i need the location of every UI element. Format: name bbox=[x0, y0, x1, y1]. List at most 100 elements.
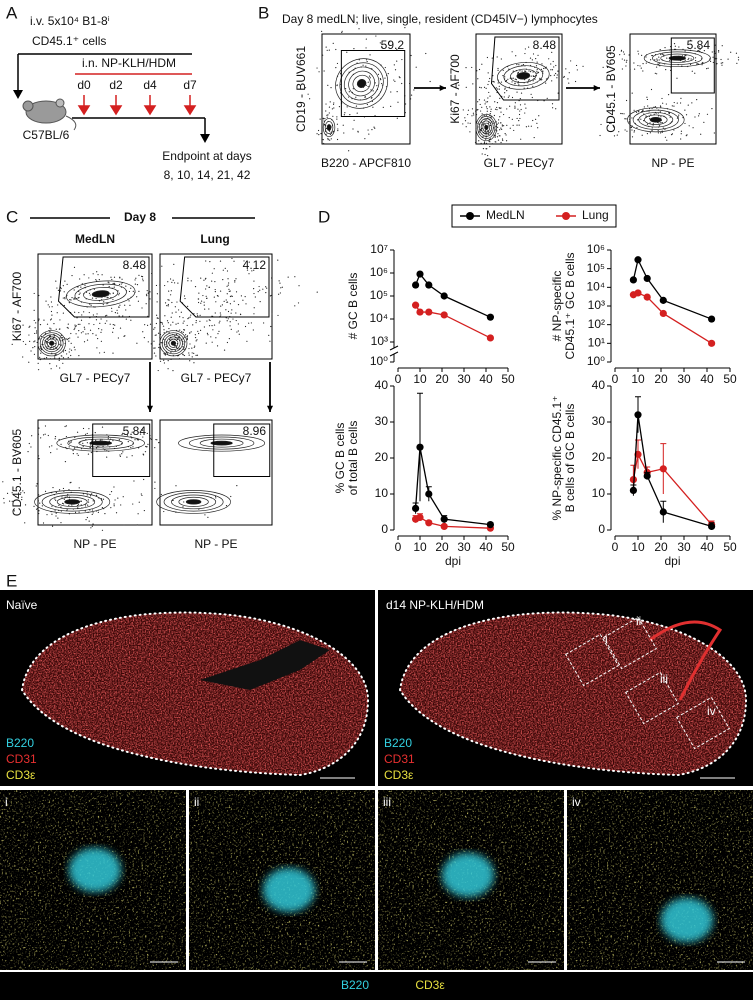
event-dot bbox=[498, 119, 500, 121]
event-dot bbox=[170, 351, 172, 353]
event-dot bbox=[104, 513, 106, 515]
event-dot bbox=[206, 320, 208, 322]
event-dot bbox=[70, 441, 72, 444]
event-dot bbox=[130, 319, 132, 321]
event-dot bbox=[396, 60, 398, 62]
event-dot bbox=[231, 295, 233, 297]
event-dot bbox=[73, 328, 75, 331]
event-dot bbox=[138, 501, 140, 503]
event-dot bbox=[496, 136, 499, 138]
event-dot bbox=[50, 318, 53, 320]
y-tick-label: 10⁰ bbox=[370, 354, 388, 368]
event-dot bbox=[74, 324, 76, 326]
event-dot bbox=[270, 325, 272, 328]
event-dot bbox=[57, 289, 59, 291]
channel-label: CD31 bbox=[6, 752, 37, 766]
event-dot bbox=[60, 522, 62, 524]
event-dot bbox=[483, 86, 486, 88]
event-dot bbox=[496, 56, 498, 58]
event-dot bbox=[237, 304, 240, 306]
event-dot bbox=[519, 104, 522, 106]
event-dot bbox=[80, 286, 82, 288]
event-dot bbox=[113, 486, 115, 488]
event-dot bbox=[226, 285, 228, 287]
event-dot bbox=[226, 270, 229, 272]
event-dot bbox=[196, 313, 198, 315]
event-dot bbox=[173, 263, 175, 265]
event-dot bbox=[516, 124, 518, 126]
event-dot bbox=[103, 351, 105, 353]
event-dot bbox=[367, 85, 369, 88]
event-dot bbox=[327, 114, 329, 116]
event-dot bbox=[635, 111, 638, 113]
event-dot bbox=[89, 444, 92, 446]
event-dot bbox=[707, 67, 709, 69]
event-dot bbox=[37, 319, 40, 322]
event-dot bbox=[159, 336, 161, 338]
event-dot bbox=[329, 133, 331, 136]
event-dot bbox=[676, 77, 678, 79]
event-dot bbox=[684, 50, 686, 52]
event-dot bbox=[620, 112, 622, 115]
event-dot bbox=[47, 341, 49, 344]
event-dot bbox=[536, 61, 538, 63]
event-dot bbox=[493, 81, 495, 83]
event-dot bbox=[47, 434, 49, 437]
event-dot bbox=[344, 88, 347, 90]
event-dot bbox=[39, 338, 41, 340]
event-dot bbox=[692, 127, 694, 129]
event-dot bbox=[74, 326, 76, 328]
event-dot bbox=[154, 327, 156, 329]
event-dot bbox=[195, 320, 197, 322]
event-dot bbox=[208, 308, 210, 310]
event-dot bbox=[59, 328, 61, 330]
event-dot bbox=[204, 308, 206, 310]
event-dot bbox=[553, 74, 555, 76]
event-dot bbox=[114, 283, 116, 285]
event-dot bbox=[568, 72, 570, 74]
event-dot bbox=[379, 77, 381, 80]
event-dot bbox=[680, 130, 683, 132]
event-dot bbox=[155, 284, 158, 287]
event-dot bbox=[502, 74, 504, 77]
event-dot bbox=[76, 431, 79, 433]
contour bbox=[480, 120, 492, 135]
event-dot bbox=[691, 70, 693, 72]
event-dot bbox=[69, 348, 71, 350]
event-dot bbox=[112, 283, 114, 285]
region-label: iv bbox=[707, 704, 716, 718]
event-dot bbox=[14, 443, 16, 445]
event-dot bbox=[633, 131, 635, 133]
event-dot bbox=[483, 114, 485, 117]
event-dot bbox=[520, 138, 522, 140]
event-dot bbox=[78, 511, 80, 513]
event-dot bbox=[150, 343, 152, 345]
event-dot bbox=[483, 99, 486, 101]
event-dot bbox=[531, 96, 533, 99]
event-dot bbox=[538, 115, 540, 117]
event-dot bbox=[194, 345, 196, 347]
event-dot bbox=[78, 296, 80, 299]
event-dot bbox=[204, 514, 206, 516]
event-dot bbox=[163, 359, 165, 361]
event-dot bbox=[95, 334, 97, 336]
event-dot bbox=[722, 62, 724, 64]
event-dot bbox=[229, 325, 231, 327]
event-dot bbox=[505, 140, 508, 142]
event-dot bbox=[154, 487, 156, 490]
event-dot bbox=[328, 106, 331, 108]
event-dot bbox=[628, 121, 630, 123]
event-dot bbox=[520, 92, 523, 94]
event-dot bbox=[645, 56, 647, 58]
event-dot bbox=[333, 102, 335, 104]
x-tick-label: 50 bbox=[723, 540, 737, 554]
event-dot bbox=[521, 70, 523, 72]
event-dot bbox=[524, 70, 526, 72]
arrow-head bbox=[439, 84, 446, 92]
event-dot bbox=[118, 294, 120, 296]
event-dot bbox=[658, 125, 661, 127]
series-line bbox=[414, 447, 491, 526]
event-dot bbox=[167, 305, 169, 307]
